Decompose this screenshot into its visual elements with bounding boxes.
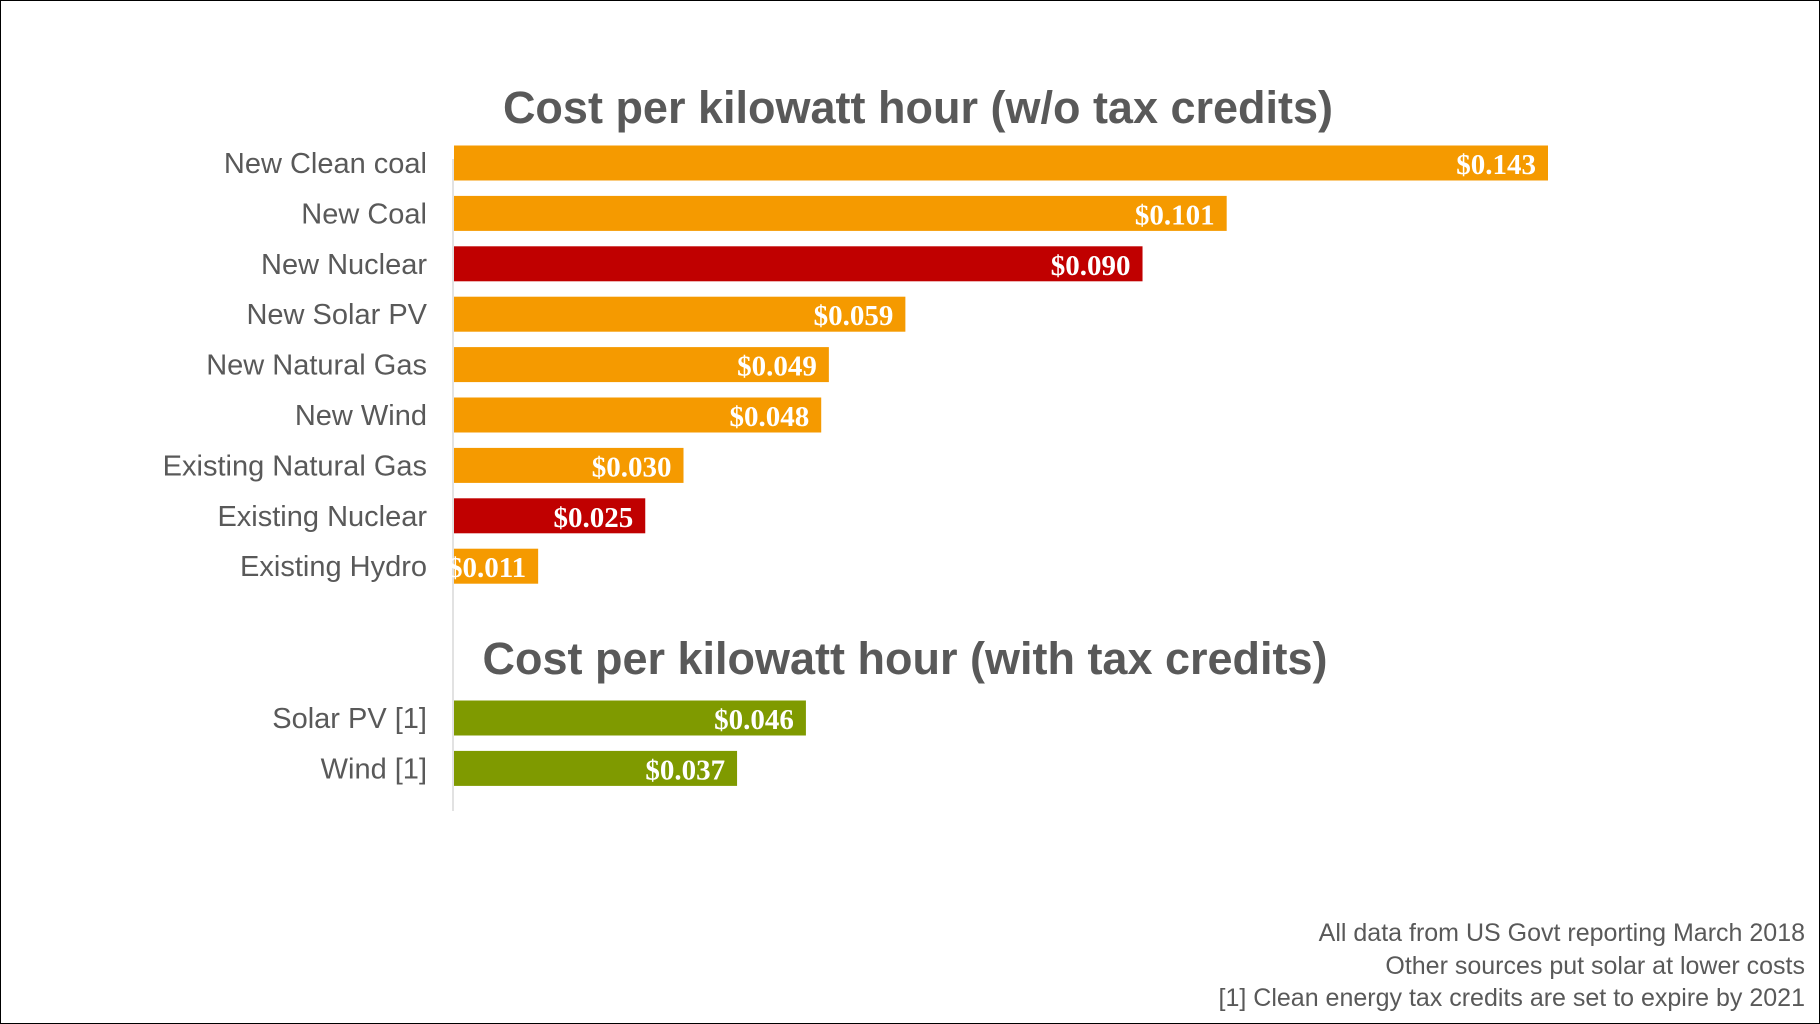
bar-solar-pv-1 — [454, 700, 806, 736]
data-label-new-coal: $0.101 — [1135, 199, 1215, 231]
footnotes: All data from US Govt reporting March 20… — [1219, 917, 1805, 1015]
data-label-wind-1: $0.037 — [645, 754, 725, 786]
category-label-new-nuclear: New Nuclear — [261, 249, 427, 281]
category-label-wind-1: Wind [1] — [321, 753, 427, 785]
category-label-existing-hydro: Existing Hydro — [240, 551, 427, 583]
category-label-existing-nuclear: Existing Nuclear — [217, 501, 427, 533]
bar-new-clean-coal — [454, 145, 1548, 181]
bar-existing-natural-gas — [454, 447, 684, 483]
bar-wind-1 — [454, 750, 738, 786]
category-label-solar-pv-1: Solar PV [1] — [272, 703, 427, 735]
bar-new-wind — [454, 397, 822, 433]
data-label-existing-nuclear: $0.025 — [554, 502, 634, 534]
bar-new-coal — [454, 195, 1227, 231]
bar-series: New Clean coal $0.143 New Coal $0.101 New Nu… — [163, 145, 1548, 786]
bar-new-natural-gas — [454, 347, 829, 383]
footnote-tax-credits: [1] Clean energy tax credits are set to … — [1218, 984, 1805, 1012]
data-label-new-solar-pv: $0.059 — [814, 300, 894, 332]
category-label-new-coal: New Coal — [301, 198, 427, 230]
bar-new-nuclear — [454, 246, 1143, 282]
category-label-new-wind: New Wind — [295, 400, 427, 432]
category-label-new-natural-gas: New Natural Gas — [206, 350, 427, 382]
bar-new-solar-pv — [454, 296, 906, 332]
data-label-new-natural-gas: $0.049 — [737, 351, 817, 383]
category-label-existing-natural-gas: Existing Natural Gas — [163, 450, 427, 482]
category-label-new-clean-coal: New Clean coal — [224, 148, 427, 180]
data-label-solar-pv-1: $0.046 — [714, 704, 794, 736]
data-label-existing-natural-gas: $0.030 — [592, 451, 672, 483]
data-label-new-clean-coal: $0.143 — [1456, 149, 1536, 181]
footnote-data-source: All data from US Govt reporting March 20… — [1318, 919, 1805, 947]
chart-title-with-credits: Cost per kilowatt hour (with tax credits… — [482, 633, 1327, 684]
category-label-new-solar-pv: New Solar PV — [246, 299, 427, 331]
footnote-solar-costs: Other sources put solar at lower costs — [1385, 951, 1805, 980]
chart-title-without-credits: Cost per kilowatt hour (w/o tax credits) — [503, 82, 1333, 133]
data-label-new-nuclear: $0.090 — [1051, 250, 1131, 282]
data-label-existing-hydro: $0.011 — [448, 552, 526, 584]
data-label-new-wind: $0.048 — [729, 401, 809, 433]
bar-existing-nuclear — [454, 498, 646, 534]
bar-existing-hydro — [454, 548, 539, 584]
